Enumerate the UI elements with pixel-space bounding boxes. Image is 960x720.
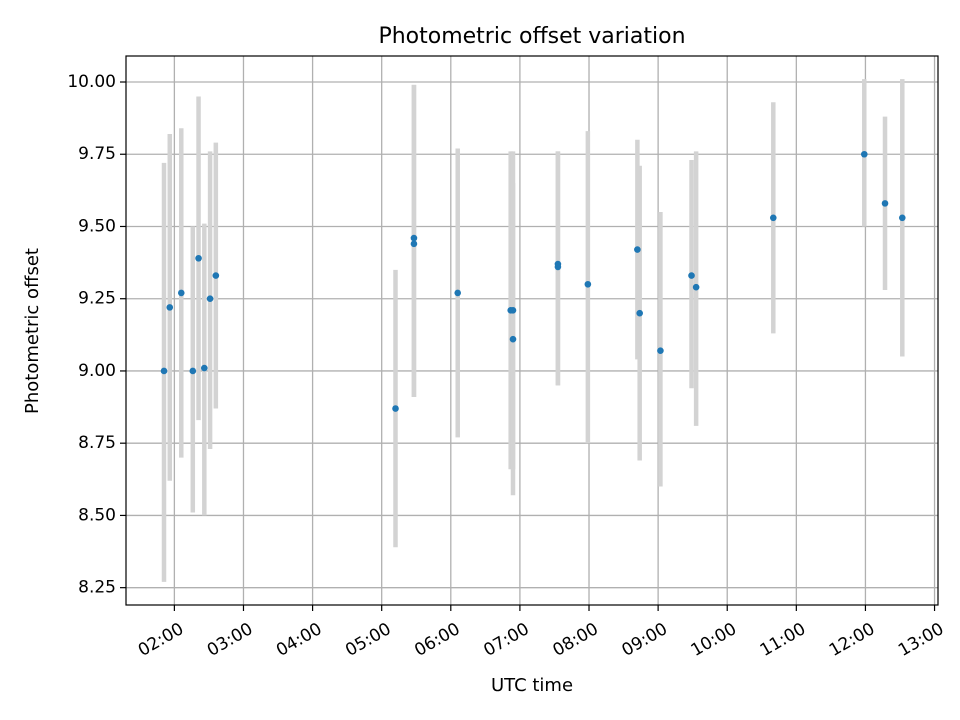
data-point — [898, 214, 906, 222]
data-point — [860, 150, 868, 158]
data-point — [692, 283, 700, 291]
y-tick-label: 8.50 — [78, 505, 116, 525]
x-axis-label: UTC time — [491, 675, 573, 696]
data-point — [769, 214, 777, 222]
data-points — [160, 150, 906, 412]
data-point — [212, 272, 220, 279]
data-point — [166, 304, 174, 311]
data-point — [688, 272, 695, 279]
y-tick-label: 9.00 — [78, 361, 116, 381]
data-point — [160, 367, 168, 375]
chart-title: Photometric offset variation — [378, 24, 685, 49]
plot-frame — [125, 55, 939, 606]
y-tick-label: 9.75 — [78, 144, 116, 164]
data-point — [201, 364, 208, 372]
data-point — [195, 254, 202, 262]
data-point — [392, 405, 399, 412]
y-tick-label: 9.50 — [78, 216, 116, 236]
y-tick-label: 8.75 — [78, 433, 116, 453]
data-point — [454, 289, 462, 297]
data-point — [636, 309, 643, 317]
data-point — [554, 263, 562, 271]
data-point — [189, 367, 197, 375]
data-point — [881, 200, 889, 207]
data-point — [410, 234, 418, 242]
data-point — [657, 347, 664, 355]
y-axis-label: Photometric offset — [22, 248, 43, 414]
data-point — [410, 240, 418, 248]
data-point — [584, 280, 592, 288]
y-tick-label: 10.00 — [67, 72, 116, 92]
data-point — [177, 289, 185, 297]
data-point — [509, 306, 517, 314]
data-point — [206, 295, 214, 303]
data-point — [634, 246, 641, 253]
data-point — [509, 335, 517, 343]
y-tick-label: 8.25 — [78, 578, 116, 598]
y-axis-ticks: 8.25 8.50 8.75 9.00 9.25 9.50 9.75 10.00 — [67, 72, 126, 598]
y-tick-label: 9.25 — [78, 289, 116, 309]
